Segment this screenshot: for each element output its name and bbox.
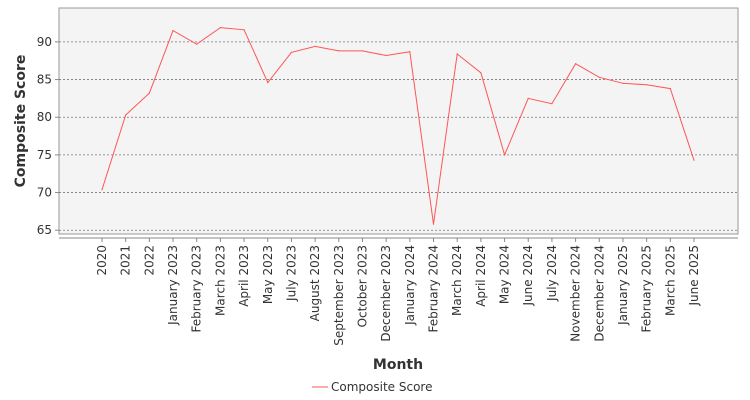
y-tick-label: 70 xyxy=(37,186,52,200)
data-point xyxy=(267,82,269,84)
data-point xyxy=(243,29,245,31)
y-tick-label: 75 xyxy=(37,148,52,162)
x-tick-label: 2021 xyxy=(119,245,133,276)
y-tick-label: 85 xyxy=(37,73,52,87)
x-tick-label: January 2023 xyxy=(166,245,180,326)
data-point xyxy=(290,51,292,54)
x-tick-label: May 2023 xyxy=(261,245,275,304)
data-point xyxy=(219,27,221,29)
x-tick-label: December 2023 xyxy=(379,245,393,342)
data-point xyxy=(148,92,150,94)
data-point xyxy=(314,45,316,48)
series-line-composite-score xyxy=(101,27,695,225)
x-tick-label: July 2024 xyxy=(545,245,559,302)
x-tick-label: August 2023 xyxy=(308,245,322,321)
legend-label: Composite Score xyxy=(331,380,432,394)
data-point xyxy=(101,189,103,191)
x-tick-label: March 2024 xyxy=(450,245,464,316)
x-tick-label: January 2025 xyxy=(616,245,630,326)
data-point xyxy=(551,103,553,105)
data-point xyxy=(669,88,671,90)
gridlines xyxy=(59,41,738,239)
x-tick-label: February 2024 xyxy=(427,245,441,333)
x-tick-label: 2022 xyxy=(142,245,156,276)
data-point xyxy=(409,51,411,53)
data-point xyxy=(504,154,506,156)
x-tick-label: September 2023 xyxy=(332,245,346,346)
y-tick-label: 80 xyxy=(37,110,52,124)
data-point xyxy=(480,72,482,74)
x-tick-label: March 2023 xyxy=(213,245,227,316)
data-point xyxy=(172,30,174,32)
x-axis-ticks: 2020 2021 2022 January 2023 February 2023 Mar… xyxy=(95,238,701,346)
data-point xyxy=(646,84,648,86)
data-point xyxy=(693,159,695,161)
x-tick-label: February 2025 xyxy=(640,245,654,333)
data-point xyxy=(622,82,624,84)
data-point xyxy=(125,114,127,116)
x-tick-label: May 2024 xyxy=(498,245,512,304)
legend: Composite Score xyxy=(312,380,432,394)
x-tick-label: 2020 xyxy=(95,245,109,276)
data-point xyxy=(575,63,577,65)
data-point xyxy=(338,50,340,52)
x-tick-label: June 2025 xyxy=(687,245,701,307)
x-tick-label: November 2024 xyxy=(569,245,583,342)
x-tick-label: October 2023 xyxy=(355,245,369,327)
x-tick-label: April 2024 xyxy=(474,245,488,307)
x-tick-label: July 2023 xyxy=(284,245,298,302)
x-axis-title: Month xyxy=(373,357,423,373)
data-point xyxy=(385,54,387,57)
y-axis-ticks: 65 70 75 80 85 90 xyxy=(37,35,59,237)
data-point xyxy=(432,223,435,225)
x-tick-label: June 2024 xyxy=(521,245,535,307)
data-point xyxy=(527,97,529,99)
x-tick-label: April 2023 xyxy=(237,245,251,307)
y-axis-title: Composite Score xyxy=(13,55,29,188)
data-point xyxy=(361,50,364,52)
data-point xyxy=(598,76,600,78)
x-tick-label: January 2024 xyxy=(403,245,417,326)
y-tick-label: 65 xyxy=(37,223,52,237)
series-lines xyxy=(101,27,695,225)
x-tick-label: March 2025 xyxy=(663,245,677,316)
data-point xyxy=(456,53,458,55)
x-tick-label: February 2023 xyxy=(190,245,204,333)
x-tick-label: December 2024 xyxy=(592,245,606,342)
y-tick-label: 90 xyxy=(37,35,52,49)
data-point xyxy=(196,43,198,45)
plot-background xyxy=(58,7,739,235)
